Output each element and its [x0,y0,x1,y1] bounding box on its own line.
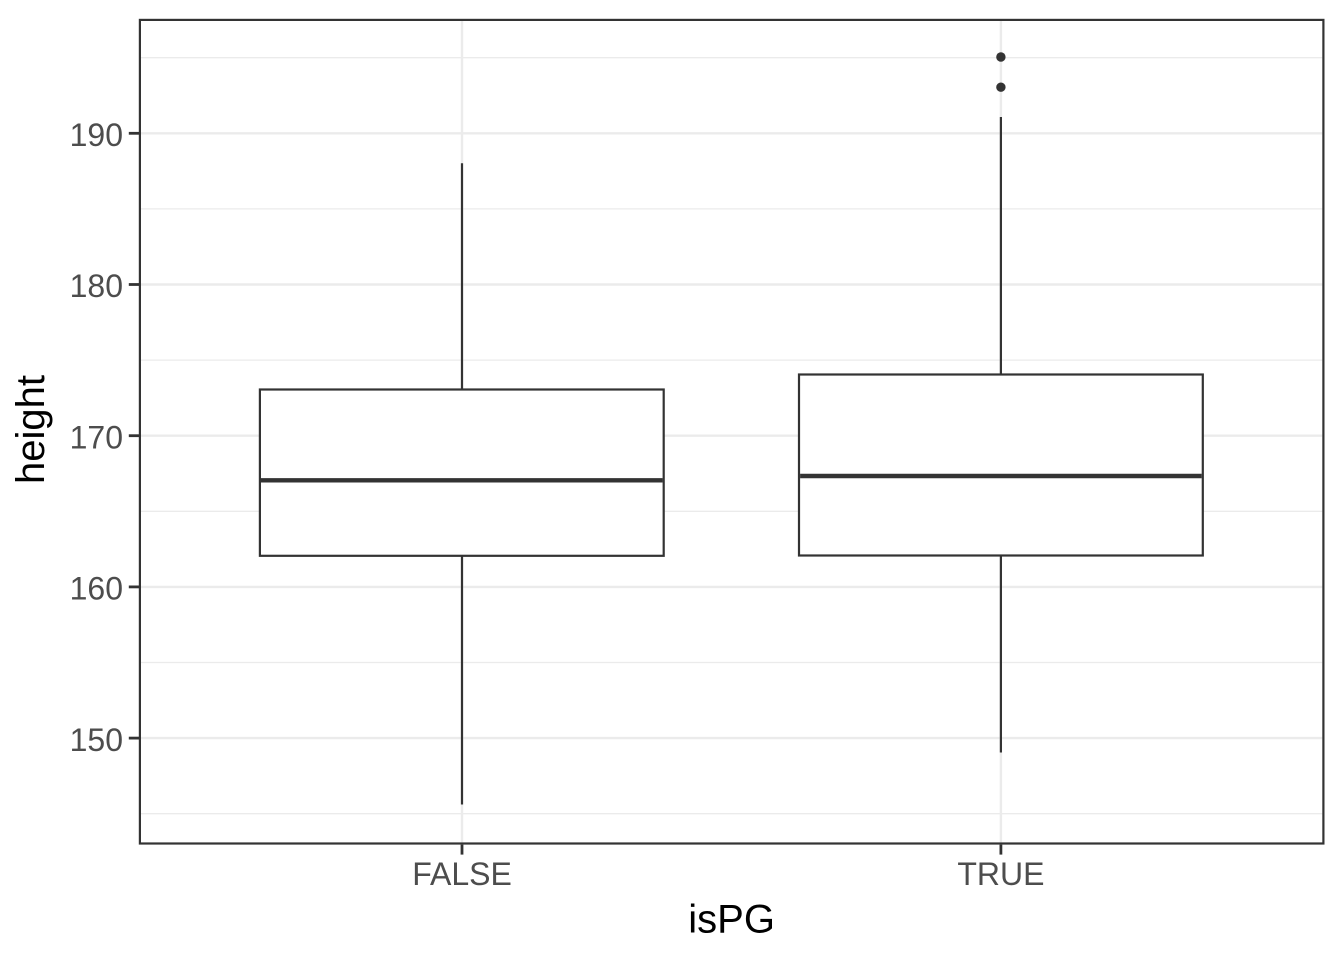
svg-text:160: 160 [70,571,123,607]
svg-text:190: 190 [70,117,123,153]
svg-text:isPG: isPG [688,898,775,942]
svg-text:TRUE: TRUE [957,856,1044,892]
svg-text:170: 170 [70,419,123,455]
svg-text:180: 180 [70,268,123,304]
svg-text:FALSE: FALSE [412,856,512,892]
svg-text:height: height [9,375,53,484]
svg-text:150: 150 [70,722,123,758]
